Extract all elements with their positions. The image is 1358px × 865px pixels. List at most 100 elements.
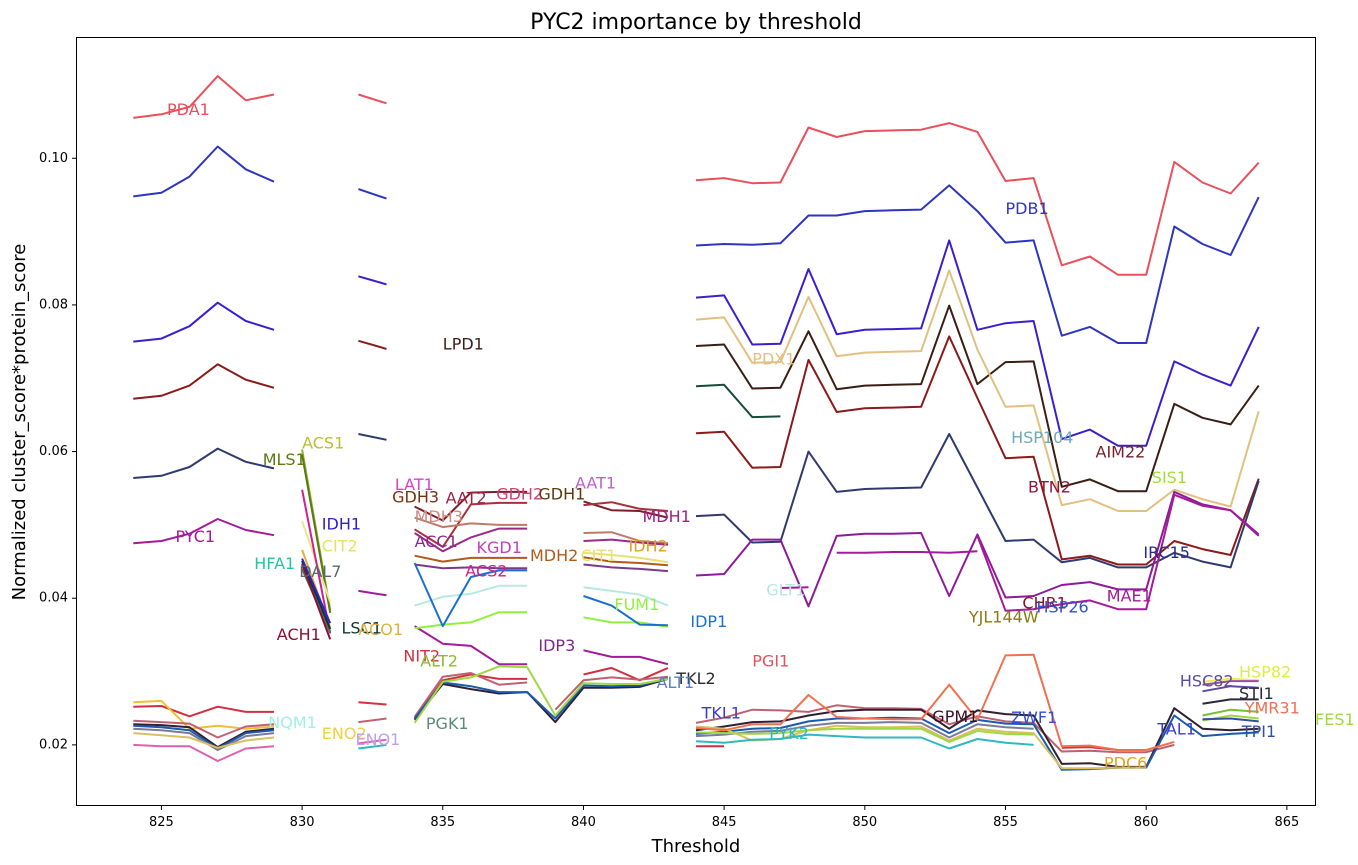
y-tick-label: 0.02	[39, 737, 68, 752]
x-tick-label: 830	[290, 815, 315, 830]
series-line-33-segment-4	[554, 675, 669, 711]
gene-label: PDB1	[1006, 199, 1049, 218]
gene-label: ACC1	[415, 532, 458, 551]
series-line-35-segment-2	[413, 677, 669, 720]
series-line-38-segment-1	[133, 743, 275, 762]
gene-label: ACO1	[358, 620, 403, 639]
series-line-38-segment-2	[358, 738, 387, 745]
gene-label: GDH2	[496, 484, 543, 503]
x-tick-label: 865	[1274, 815, 1299, 830]
series-line-14-segment-1	[414, 527, 528, 553]
series-line-39-segment-1	[358, 743, 387, 750]
series-line-34-segment-3	[695, 707, 1259, 768]
gene-label: IDH1	[322, 514, 361, 533]
series-line-28-segment-1	[301, 560, 332, 630]
series-line-4-segment-2	[358, 339, 387, 350]
series-line-14-segment-2	[583, 538, 668, 546]
gene-label: TAL1	[1156, 720, 1196, 739]
gene-label: YJL144W	[968, 608, 1039, 627]
chart-title: PYC2 importance by threshold	[530, 10, 862, 35]
series-line-33-segment-5	[695, 704, 1175, 754]
series-line-44-segment-1	[1202, 708, 1259, 717]
series-line-25-segment-1	[301, 489, 332, 634]
series-line-42-segment-1	[1202, 685, 1259, 693]
series-line-2-segment-3	[695, 184, 1260, 344]
series-line-15-segment-2	[583, 556, 668, 567]
series-line-2-segment-2	[358, 188, 387, 200]
y-axis: 0.02 0.04 0.06 0.08 0.10	[39, 151, 77, 752]
gene-label: MDH1	[643, 507, 691, 526]
series-line-10-segment-6	[836, 550, 978, 554]
gene-label: ENO1	[356, 730, 401, 749]
series-line-41-segment-2	[695, 727, 1034, 743]
gene-label: ENO2	[322, 724, 367, 743]
gene-label: CHR1	[1022, 594, 1067, 613]
gene-label: ZWF1	[1011, 708, 1057, 727]
y-tick-label: 0.10	[39, 151, 68, 166]
gene-label: DAL7	[299, 562, 341, 581]
series-line-17-segment-2	[583, 563, 668, 573]
gene-label: TPI1	[1241, 722, 1276, 741]
gene-label: PDC6	[1104, 753, 1147, 772]
gene-label: IRC15	[1143, 543, 1190, 562]
series-line-10-segment-5	[780, 586, 809, 589]
gene-label: ACH1	[277, 625, 321, 644]
series-line-15-segment-1	[414, 554, 528, 563]
series-line-10-segment-1	[133, 518, 275, 545]
gene-label: LPD1	[443, 335, 484, 354]
x-tick-label: 840	[571, 815, 596, 830]
gene-label: LSC1	[342, 619, 382, 638]
gene-label: PGK1	[426, 714, 469, 733]
x-tick-label: 835	[430, 815, 455, 830]
gene-label: ALT1	[657, 673, 695, 692]
gene-label: CIT2	[322, 536, 358, 555]
series-line-6-segment-1	[695, 269, 1260, 512]
series-line-33-segment-2	[358, 717, 387, 724]
series-line-8-segment-1	[133, 447, 275, 479]
series-line-41-segment-1	[413, 665, 669, 724]
gene-label: IDP3	[538, 636, 575, 655]
series-line-13-segment-2	[583, 531, 668, 545]
series-line-31-segment-1	[133, 705, 274, 718]
series-line-12-segment-1	[414, 501, 528, 548]
gene-label: PDX1	[752, 349, 795, 368]
series-line-10-segment-2	[358, 589, 387, 597]
gene-label: GDH3	[392, 487, 439, 506]
series-line-36-segment-2	[695, 721, 1034, 739]
gene-label: PYC1	[176, 527, 216, 546]
gene-label: PYK2	[769, 724, 809, 743]
gene-label: GDH1	[538, 484, 585, 503]
series-line-10-segment-3	[414, 625, 528, 666]
gene-label: IDH2	[629, 536, 668, 555]
series-line-29-segment-1	[301, 563, 332, 640]
series-line-18-segment-2	[583, 586, 669, 607]
gene-label: HSP82	[1239, 663, 1291, 682]
gene-label: AIM22	[1096, 443, 1146, 462]
series-line-43-segment-1	[1202, 698, 1259, 705]
series-line-31-segment-4	[583, 666, 669, 682]
gene-label: FES1	[1315, 710, 1355, 729]
series-line-37-segment-1	[133, 732, 275, 749]
gene-label: TKL1	[701, 704, 741, 723]
gene-label: PGI1	[752, 652, 789, 671]
gene-label: ACS2	[465, 561, 507, 580]
gene-label: BTN2	[1028, 478, 1071, 497]
series-line-11-segment-1	[414, 490, 528, 522]
gene-label: ACS1	[302, 434, 344, 453]
series-line-4-segment-3	[695, 335, 1260, 566]
series-line-40-segment-1	[695, 653, 1175, 751]
gene-label: MDH2	[530, 546, 578, 565]
gene-label: ALT2	[420, 652, 458, 671]
series-lines	[133, 75, 1260, 771]
series-line-47-segment-1	[1202, 680, 1259, 686]
gene-label: LAT1	[395, 475, 434, 494]
series-line-5-segment-1	[695, 304, 1260, 493]
gene-label: HSP26	[1037, 597, 1089, 616]
x-tick-label: 850	[852, 815, 877, 830]
gene-label: KGD1	[477, 538, 522, 557]
series-line-12-segment-2	[583, 501, 668, 512]
gene-label: HFA1	[254, 554, 295, 573]
gene-label: SIS1	[1152, 468, 1187, 487]
